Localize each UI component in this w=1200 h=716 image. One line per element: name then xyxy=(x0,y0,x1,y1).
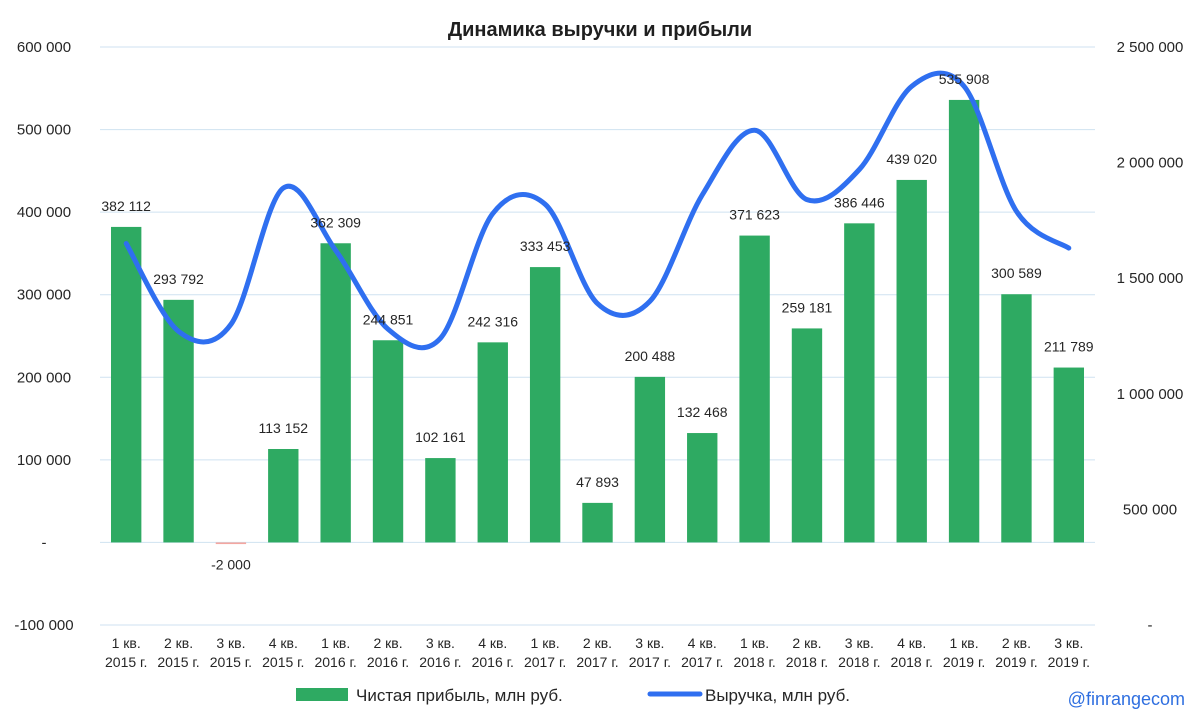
category-label: 2 кв. 2019 г. xyxy=(995,635,1037,670)
category-label: 3 кв. 2016 г. xyxy=(419,635,461,670)
profit-bar xyxy=(110,226,142,543)
left-y-tick-label: 600 000 xyxy=(17,39,71,56)
left-y-tick-label: 200 000 xyxy=(17,369,71,386)
category-label: 3 кв. 2019 г. xyxy=(1048,635,1090,670)
left-y-tick-label: 100 000 xyxy=(17,452,71,469)
profit-bar xyxy=(1001,294,1032,543)
bar-data-label: 386 446 xyxy=(834,194,885,210)
right-y-tick-label: 2 500 000 xyxy=(1117,39,1184,56)
right-y-tick-label: 2 000 000 xyxy=(1117,155,1184,172)
right-y-tick-label: 500 000 xyxy=(1123,501,1177,518)
category-label: 3 кв. 2015 г. xyxy=(210,635,252,670)
revenue-line xyxy=(123,70,1072,351)
left-y-tick-label: -100 000 xyxy=(14,617,73,634)
right-y-tick-label: - xyxy=(1148,617,1153,634)
profit-bar xyxy=(425,458,456,543)
bar-data-label: 535 908 xyxy=(939,71,990,87)
category-label: 1 кв. 2015 г. xyxy=(105,635,147,670)
category-label: 2 кв. 2018 г. xyxy=(786,635,828,670)
profit-bar xyxy=(791,328,823,543)
bar-data-label: 362 309 xyxy=(310,214,361,230)
profit-bar xyxy=(320,243,351,543)
profit-bar xyxy=(948,99,980,543)
category-label: 2 кв. 2016 г. xyxy=(367,635,409,670)
profit-bar xyxy=(634,376,666,543)
category-axis: 1 кв. 2015 г. 2 кв. 2015 г. 3 кв. 2015 г. 4 кв… xyxy=(105,635,1090,670)
bar-data-label: 47 893 xyxy=(576,474,619,490)
profit-bars xyxy=(110,99,1085,545)
chart-title: Динамика выручки и прибыли xyxy=(448,19,752,41)
category-label: 3 кв. 2017 г. xyxy=(629,635,671,670)
category-label: 2 кв. 2015 г. xyxy=(157,635,199,670)
bar-data-label: 439 020 xyxy=(886,151,937,167)
bar-data-label: 200 488 xyxy=(625,348,676,364)
bar-data-label: 371 623 xyxy=(729,207,780,223)
legend-profit-swatch xyxy=(296,688,348,701)
bar-data-label: 211 789 xyxy=(1044,339,1094,355)
bar-data-label: 102 161 xyxy=(415,429,466,445)
gridlines xyxy=(100,46,1095,626)
category-label: 3 кв. 2018 г. xyxy=(838,635,880,670)
watermark: @finrangecom xyxy=(1068,689,1185,709)
bar-data-label: 382 112 xyxy=(101,198,151,214)
bar-data-label: 333 453 xyxy=(520,238,571,254)
category-label: 4 кв. 2017 г. xyxy=(681,635,723,670)
bar-data-label: 113 152 xyxy=(259,420,309,436)
profit-bar xyxy=(1053,367,1085,543)
profit-bar xyxy=(372,340,404,543)
bar-data-label: 259 181 xyxy=(782,299,833,315)
profit-bar xyxy=(687,433,718,543)
category-label: 1 кв. 2019 г. xyxy=(943,635,985,670)
left-y-tick-label: - xyxy=(42,534,47,551)
profit-bar xyxy=(739,235,770,543)
profit-bar xyxy=(529,267,561,543)
revenue-line-layer xyxy=(123,70,1072,351)
bar-data-label: 300 589 xyxy=(991,265,1042,281)
profit-bar xyxy=(582,502,613,543)
profit-bar xyxy=(896,179,927,543)
bar-data-label: 242 316 xyxy=(467,313,518,329)
category-label: 1 кв. 2018 г. xyxy=(733,635,775,670)
profit-bar xyxy=(268,448,299,543)
category-label: 1 кв. 2017 г. xyxy=(524,635,566,670)
category-label: 4 кв. 2016 г. xyxy=(472,635,514,670)
right-y-tick-label: 1 000 000 xyxy=(1117,386,1184,403)
bar-data-labels: 382 112 293 792 -2 000 113 152 362 309 244 85… xyxy=(101,71,1093,573)
left-y-tick-label: 500 000 xyxy=(17,122,71,139)
category-label: 1 кв. 2016 г. xyxy=(314,635,356,670)
left-y-tick-label: 400 000 xyxy=(17,204,71,221)
bar-data-label: -2 000 xyxy=(211,556,251,572)
legend-revenue-label: Выручка, млн руб. xyxy=(705,686,850,705)
legend: Чистая прибыль, млн руб. Выручка, млн ру… xyxy=(296,686,850,705)
category-label: 4 кв. 2018 г. xyxy=(891,635,933,670)
category-label: 4 кв. 2015 г. xyxy=(262,635,304,670)
legend-profit-label: Чистая прибыль, млн руб. xyxy=(356,686,563,705)
bar-data-label: 132 468 xyxy=(677,404,728,420)
bar-data-label: 293 792 xyxy=(153,271,204,287)
profit-bar xyxy=(477,342,508,543)
category-label: 2 кв. 2017 г. xyxy=(576,635,618,670)
left-y-tick-label: 300 000 xyxy=(17,287,71,304)
profit-bar xyxy=(844,223,875,543)
right-y-tick-label: 1 500 000 xyxy=(1117,270,1184,287)
right-y-axis: - 500 000 1 000 000 1 500 000 2 000 000 2 500… xyxy=(1117,39,1184,634)
profit-bar xyxy=(215,542,247,545)
bar-data-label: 244 851 xyxy=(363,311,414,327)
